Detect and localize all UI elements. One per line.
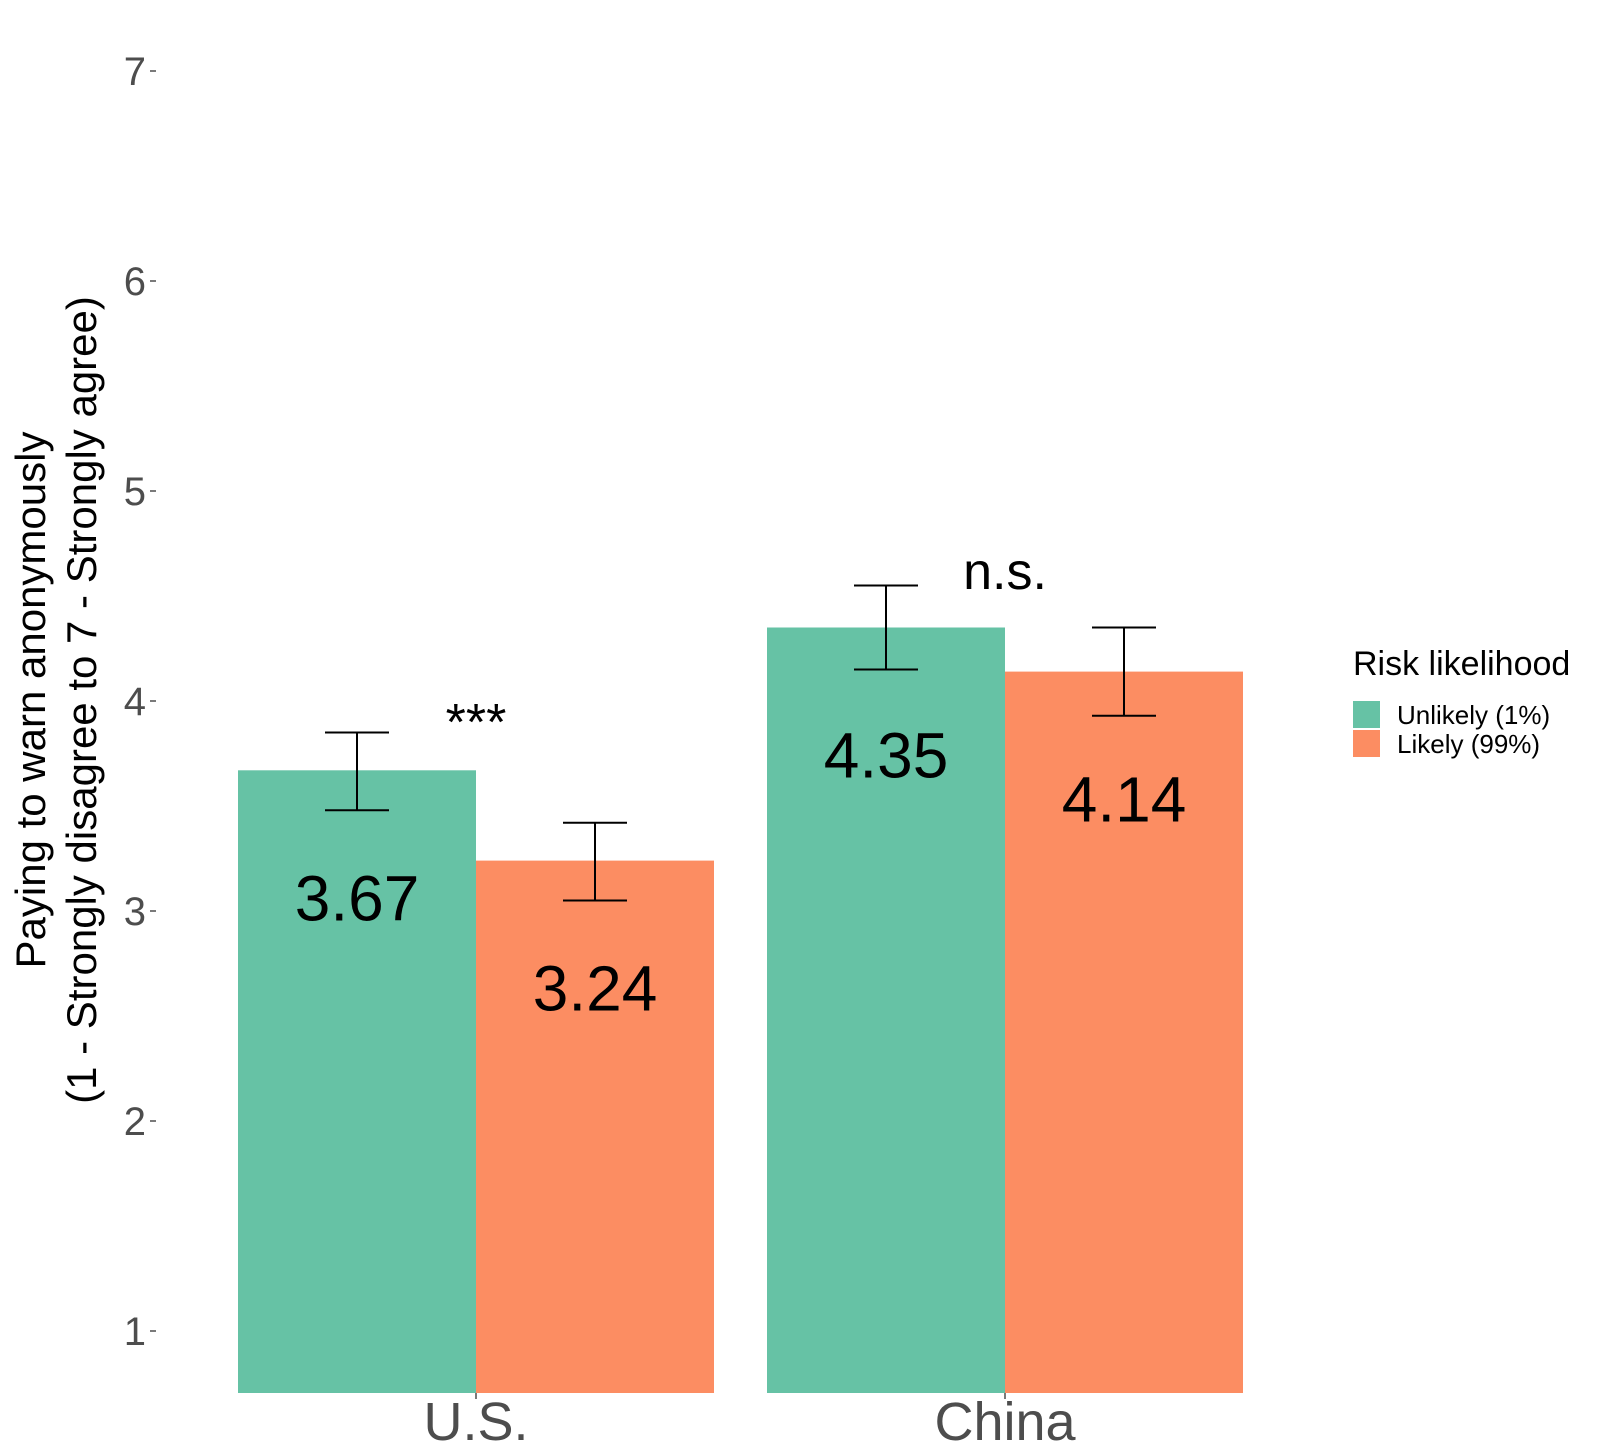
significance-annotations: *** n.s. [446,543,1047,752]
y-axis: 1 2 3 4 5 6 7 [124,50,156,1354]
y-tick-label: 4 [124,680,146,724]
legend-swatch [1353,701,1380,728]
legend-entry-label: Unlikely (1%) [1397,700,1550,730]
y-tick-label: 5 [124,470,146,514]
y-axis-title: Paying to warn anonymously (1 - Strongly… [7,296,105,1104]
x-axis: U.S. China [423,1392,1076,1452]
x-category-label: U.S. [423,1392,528,1452]
y-tick-label: 2 [124,1100,146,1144]
bar-value-labels: 3.67 4.35 3.24 4.14 [295,720,1187,1025]
bar-us-series1 [238,770,476,1393]
y-tick-label: 1 [124,1310,146,1354]
x-category-label: China [934,1392,1076,1452]
y-axis-title-line2: (1 - Strongly disagree to 7 - Strongly a… [58,296,105,1104]
y-tick-label: 3 [124,890,146,934]
error-bars [325,584,1156,902]
y-axis-title-line1: Paying to warn anonymously [7,432,54,969]
bar-value-label: 3.67 [295,862,420,934]
y-tick-label: 7 [124,50,146,94]
bar-china-series1 [767,627,1005,1393]
bar-value-label: 4.35 [824,720,949,792]
significance-label: n.s. [963,543,1047,601]
bar-china-series2 [1005,671,1243,1393]
bar-value-label: 4.14 [1062,764,1187,836]
legend-title: Risk likelihood [1353,645,1570,683]
legend: Risk likelihood Unlikely (1%)Likely (99%… [1353,645,1570,759]
y-tick-label: 6 [124,260,146,304]
legend-swatch [1353,730,1380,757]
legend-entry-label: Likely (99%) [1397,729,1540,759]
significance-label: *** [446,694,507,752]
bar-value-label: 3.24 [533,953,658,1025]
bar-us-series2 [476,860,714,1393]
bars [238,627,1243,1393]
